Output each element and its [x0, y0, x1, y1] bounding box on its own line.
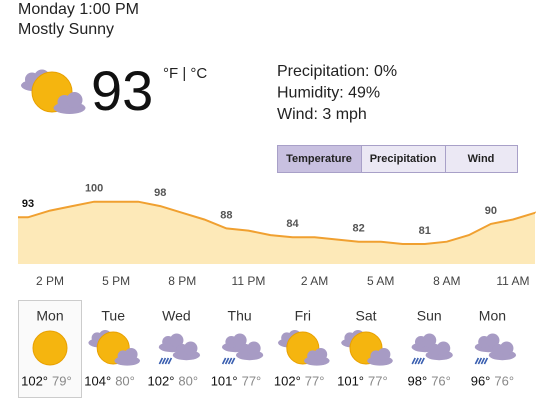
- x-tick-label: 2 AM: [301, 274, 328, 288]
- rain: [158, 357, 167, 365]
- day[interactable]: Mon: [479, 308, 506, 324]
- x-tick-label: 5 PM: [102, 274, 130, 288]
- tab-label[interactable]: Precipitation: [370, 153, 437, 165]
- day[interactable]: Mon: [36, 308, 63, 324]
- rain: [480, 357, 489, 365]
- low: 76°: [494, 373, 514, 388]
- sun: [32, 330, 68, 366]
- condition: Mostly Sunny: [18, 21, 114, 38]
- cloud: [377, 348, 391, 361]
- day[interactable]: Wed: [162, 308, 191, 324]
- day-icon: [221, 333, 264, 365]
- high: 104°: [84, 373, 111, 388]
- cloud: [183, 341, 198, 356]
- high: 96°: [471, 373, 491, 388]
- low: 77°: [242, 373, 262, 388]
- temperature-line: [17, 200, 536, 245]
- day-icon: [158, 333, 200, 365]
- high: 102°: [21, 373, 48, 388]
- data-label: 93: [22, 198, 34, 210]
- day[interactable]: Tue: [101, 308, 125, 324]
- rain: [474, 357, 483, 365]
- high: 102°: [274, 373, 301, 388]
- tab[interactable]: [277, 145, 362, 173]
- cloud: [499, 341, 514, 356]
- day-icon: [411, 333, 453, 365]
- high: 101°: [211, 373, 238, 388]
- datetime: Monday 1:00 PM: [18, 1, 139, 18]
- cloud: [436, 341, 451, 356]
- day[interactable]: Sun: [417, 308, 442, 324]
- data-label: 98: [154, 187, 166, 199]
- x-tick-label: 11 PM: [232, 274, 266, 288]
- temperature-area: [18, 201, 535, 264]
- day-icon: [88, 330, 140, 366]
- cloud: [485, 333, 500, 348]
- low: 77°: [368, 373, 388, 388]
- low: 80°: [115, 373, 135, 388]
- tab[interactable]: [361, 145, 446, 173]
- tab-label[interactable]: Temperature: [286, 153, 352, 165]
- data-label: 81: [419, 225, 431, 237]
- data-label: 82: [353, 223, 365, 235]
- low: 80°: [178, 373, 198, 388]
- rain: [411, 357, 419, 365]
- low: 77°: [305, 373, 325, 388]
- data-label: 90: [485, 205, 497, 217]
- day-icon: [341, 330, 393, 366]
- day-icon: [278, 330, 330, 366]
- rain: [221, 357, 230, 365]
- high: 98°: [408, 373, 428, 388]
- x-tick-label: 2 PM: [36, 274, 64, 288]
- detail: Humidity: 49%: [277, 85, 380, 102]
- day-icon: [474, 333, 516, 365]
- cloud: [247, 341, 261, 356]
- data-label: 84: [286, 218, 299, 230]
- rain: [417, 357, 425, 365]
- cloud: [233, 333, 247, 348]
- tab-label[interactable]: Wind: [468, 153, 495, 165]
- current-icon: [21, 69, 86, 114]
- current-temperature: 93: [91, 59, 153, 122]
- data-label: 100: [85, 183, 103, 195]
- day-icon: [32, 330, 68, 366]
- cloud: [66, 92, 83, 108]
- x-tick-label: 8 PM: [168, 274, 196, 288]
- high: 102°: [148, 373, 175, 388]
- cloud: [314, 348, 328, 361]
- x-tick-label: 5 AM: [367, 274, 394, 288]
- day[interactable]: Fri: [295, 308, 311, 324]
- rain: [227, 357, 236, 365]
- day[interactable]: Sat: [355, 308, 376, 324]
- cloud: [169, 333, 184, 348]
- low: 79°: [52, 373, 72, 388]
- tab[interactable]: [445, 145, 518, 173]
- x-tick-label: 11 AM: [496, 274, 529, 288]
- low: 76°: [431, 373, 451, 388]
- unit-toggle[interactable]: °F | °C: [163, 65, 207, 82]
- detail: Wind: 3 mph: [277, 106, 367, 123]
- data-label: 88: [220, 209, 232, 221]
- cloud: [124, 348, 138, 361]
- rain: [164, 357, 173, 365]
- x-tick-label: 8 AM: [433, 274, 460, 288]
- high: 101°: [337, 373, 364, 388]
- cloud: [422, 333, 437, 348]
- day[interactable]: Thu: [228, 308, 252, 324]
- detail: Precipitation: 0%: [277, 63, 397, 80]
